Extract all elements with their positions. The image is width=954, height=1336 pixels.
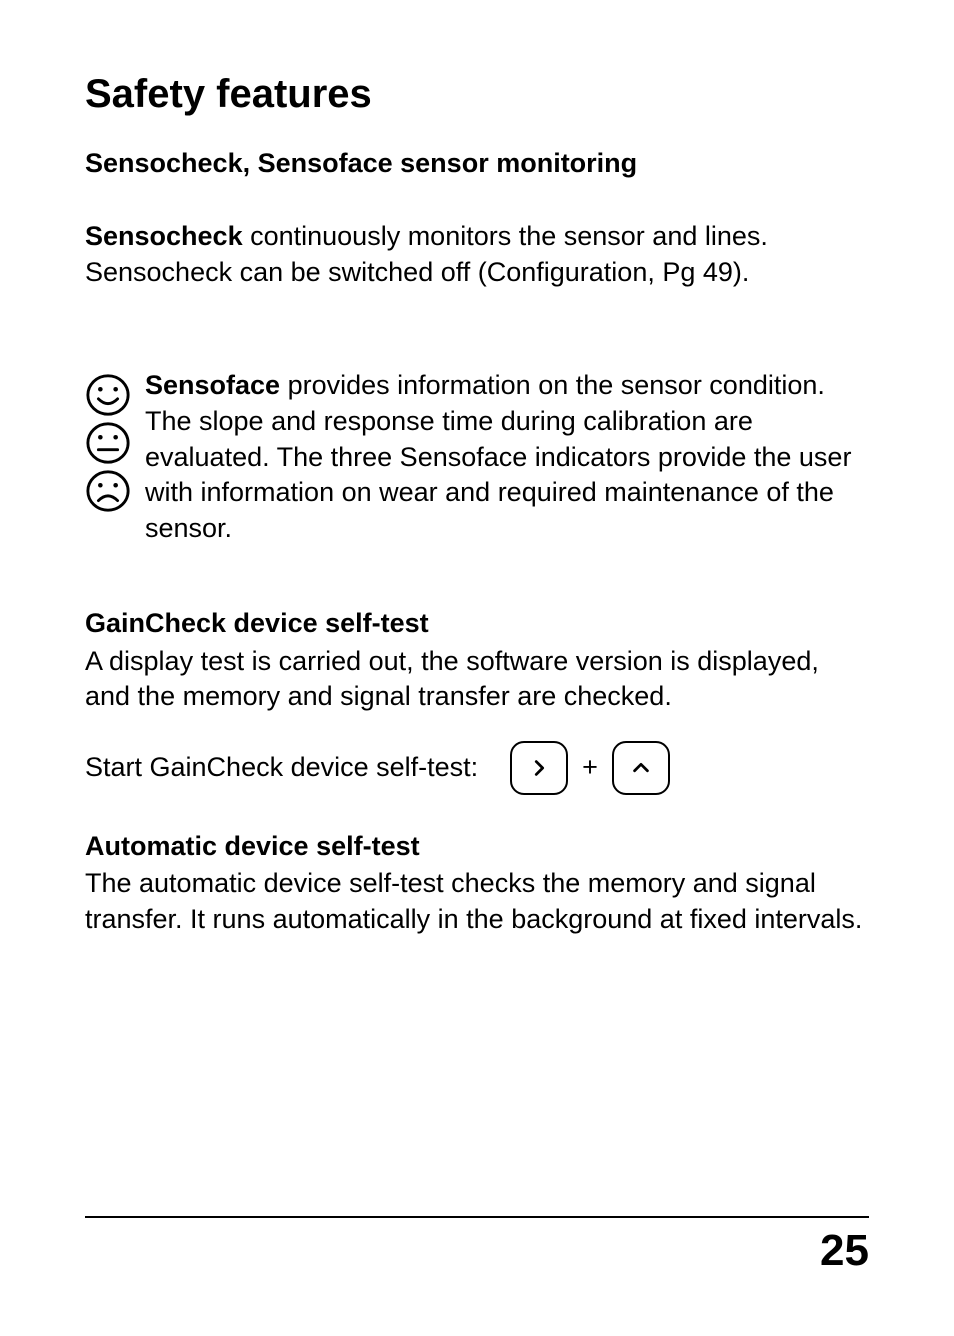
frown-face-icon [85, 468, 131, 514]
footer-rule [85, 1216, 869, 1218]
page-footer: 25 [85, 1216, 869, 1276]
sensoface-paragraph: Sensoface provides information on the se… [145, 368, 869, 546]
sensoface-block: Sensoface provides information on the se… [85, 368, 869, 546]
gaincheck-heading: GainCheck device self-test [85, 606, 869, 641]
neutral-face-icon [85, 420, 131, 466]
gaincheck-start-label: Start GainCheck device self-test: [85, 752, 478, 783]
sensoface-lead-bold: Sensoface [145, 370, 280, 400]
auto-body: The automatic device self-test checks th… [85, 866, 869, 937]
page-root: Safety features Sensocheck, Sensoface se… [0, 0, 954, 1336]
gaincheck-section: GainCheck device self-test A display tes… [85, 606, 869, 794]
chevron-up-icon [630, 757, 652, 779]
auto-section: Automatic device self-test The automatic… [85, 829, 869, 937]
gaincheck-body: A display test is carried out, the softw… [85, 644, 869, 715]
smile-face-icon [85, 372, 131, 418]
sensoface-icons [85, 368, 131, 514]
key-up-button[interactable] [612, 741, 670, 795]
sensocheck-lead-bold: Sensocheck [85, 221, 243, 251]
key-plus-label: + [582, 752, 598, 783]
sensocheck-paragraph: Sensocheck continuously monitors the sen… [85, 219, 869, 290]
page-title: Safety features [85, 70, 869, 118]
auto-heading: Automatic device self-test [85, 829, 869, 864]
sensocheck-heading: Sensocheck, Sensoface sensor monitoring [85, 146, 869, 181]
gaincheck-start-row: Start GainCheck device self-test: + [85, 741, 869, 795]
page-number: 25 [85, 1226, 869, 1276]
chevron-right-icon [528, 757, 550, 779]
key-right-button[interactable] [510, 741, 568, 795]
